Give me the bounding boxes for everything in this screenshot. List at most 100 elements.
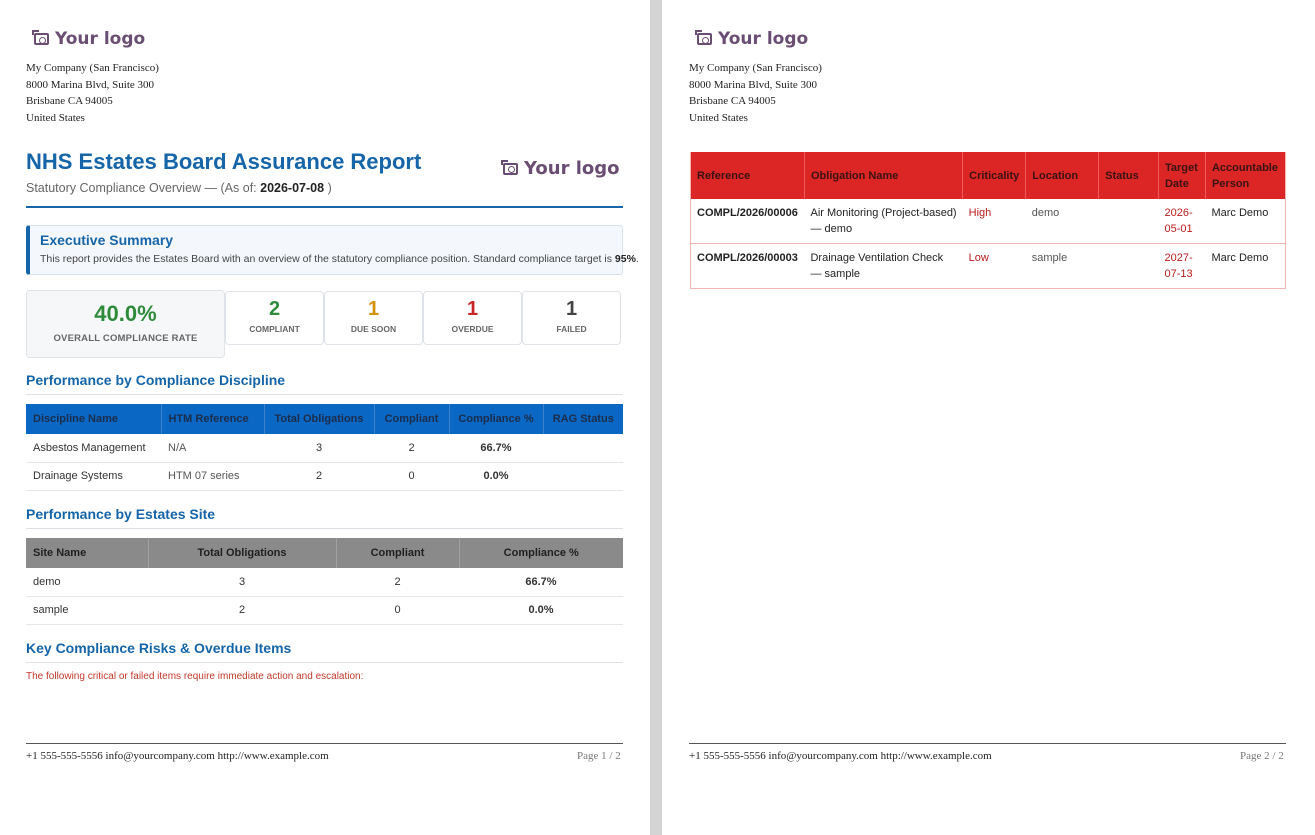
report-title: NHS Estates Board Assurance Report [26, 149, 422, 174]
company-address: My Company (San Francisco) 8000 Marina B… [689, 60, 822, 126]
cell-total: 2 [148, 596, 336, 625]
column-header: Compliance % [459, 538, 623, 568]
cell-site-name: demo [26, 568, 148, 597]
company-logo: Your logo [695, 29, 809, 49]
cell-status [1098, 243, 1159, 289]
column-header: Target Date [1158, 152, 1206, 199]
logo-text: Your logo [718, 29, 809, 49]
kpi-overdue: 1 OVERDUE [423, 291, 522, 345]
cell-discipline-name: Drainage Systems [26, 462, 161, 491]
section-divider [26, 528, 623, 529]
cell-compliant: 0 [336, 596, 459, 625]
kpi-label: COMPLIANT [249, 324, 300, 334]
cell-compliant: 2 [374, 434, 449, 463]
table-row: sample 2 0 0.0% [26, 596, 623, 625]
camera-icon [32, 30, 49, 45]
column-header: Discipline Name [26, 404, 162, 434]
cell-rag-status [543, 434, 623, 463]
company-address: My Company (San Francisco) 8000 Marina B… [26, 60, 159, 126]
compliance-target: 95% [614, 253, 636, 265]
report-page-1: Your logo My Company (San Francisco) 800… [0, 0, 650, 835]
cell-compliance-pct: 66.7% [449, 434, 543, 463]
site-table: Site Name Total Obligations Compliant Co… [26, 538, 623, 625]
kpi-label: OVERALL COMPLIANCE RATE [53, 333, 198, 344]
cell-compliance-pct: 0.0% [449, 462, 543, 491]
cell-location: demo [1025, 199, 1099, 244]
page-gutter [650, 0, 662, 835]
report-subtitle: Statutory Compliance Overview — (As of: … [26, 181, 332, 195]
column-header: Criticality [962, 152, 1027, 199]
column-header: Status [1098, 152, 1159, 199]
as-of-date: 2026-07-08 [260, 181, 325, 195]
kpi-value: 1 [565, 298, 578, 320]
camera-icon [501, 159, 518, 175]
table-header-row: Discipline Name HTM Reference Total Obli… [26, 404, 623, 434]
company-country: United States [689, 111, 748, 124]
cell-discipline-name: Asbestos Management [26, 434, 161, 463]
table-row: Drainage Systems HTM 07 series 2 0 0.0% [26, 462, 623, 491]
table-row: COMPL/2026/00003 Drainage Ventilation Ch… [690, 243, 1286, 289]
summary-end: . [635, 253, 639, 265]
kpi-value: 1 [367, 298, 380, 320]
column-header: Compliant [336, 538, 460, 568]
column-header: Location [1025, 152, 1100, 199]
table-header-row: Site Name Total Obligations Compliant Co… [26, 538, 623, 568]
company-city: Brisbane CA 94005 [689, 95, 776, 107]
cell-htm-reference: HTM 07 series [161, 462, 264, 491]
column-header: Obligation Name [804, 152, 964, 199]
cell-obligation-name: Drainage Ventilation Check — sample [804, 243, 963, 289]
kpi-overall-compliance: 40.0% OVERALL COMPLIANCE RATE [26, 290, 225, 358]
footer-contact: +1 555-555-5556 info@yourcompany.com htt… [26, 750, 329, 762]
cell-htm-reference: N/A [161, 434, 264, 463]
report-page-2: Your logo My Company (San Francisco) 800… [662, 0, 1315, 835]
kpi-value: 40.0% [94, 301, 157, 326]
cell-location: sample [1025, 243, 1099, 289]
subtitle-prefix: Statutory Compliance Overview — (As of: [26, 181, 257, 195]
company-country: United States [26, 111, 85, 124]
camera-icon [695, 30, 712, 45]
column-header: Total Obligations [148, 538, 337, 568]
header-logo: Your logo [501, 158, 620, 179]
cell-rag-status [543, 462, 623, 491]
kpi-compliant: 2 COMPLIANT [225, 291, 324, 345]
column-header: RAG Status [543, 404, 623, 434]
table-row: Asbestos Management N/A 3 2 66.7% [26, 434, 623, 463]
logo-text: Your logo [524, 158, 620, 179]
column-header: Compliant [374, 404, 450, 434]
cell-compliance-pct: 66.7% [459, 568, 623, 597]
column-header: Total Obligations [264, 404, 375, 434]
cell-compliance-pct: 0.0% [459, 596, 623, 625]
footer-divider [689, 743, 1286, 744]
cell-criticality: High [962, 199, 1026, 244]
column-header: Reference [690, 152, 805, 199]
section-divider [26, 662, 623, 663]
company-street: 8000 Marina Blvd, Suite 300 [689, 78, 818, 91]
title-divider [26, 206, 623, 208]
cell-total: 2 [264, 462, 374, 491]
cell-total: 3 [148, 568, 336, 597]
company-street: 8000 Marina Blvd, Suite 300 [26, 78, 155, 91]
risks-section-title: Key Compliance Risks & Overdue Items [26, 640, 292, 656]
risks-note: The following critical or failed items r… [26, 671, 364, 682]
table-header-row: Reference Obligation Name Criticality Lo… [690, 152, 1286, 199]
discipline-section-title: Performance by Compliance Discipline [26, 372, 286, 388]
cell-compliant: 2 [336, 568, 459, 597]
table-row: COMPL/2026/00006 Air Monitoring (Project… [690, 199, 1286, 244]
section-divider [26, 394, 623, 395]
cell-site-name: sample [26, 596, 148, 625]
company-city: Brisbane CA 94005 [26, 95, 113, 107]
column-header: Accountable Person [1205, 152, 1286, 199]
site-section-title: Performance by Estates Site [26, 506, 216, 522]
cell-reference: COMPL/2026/00003 [690, 243, 805, 289]
executive-summary-title: Executive Summary [40, 232, 174, 248]
company-name: My Company (San Francisco) [26, 62, 159, 74]
page-number: Page 1 / 2 [577, 750, 621, 762]
cell-total: 3 [264, 434, 374, 463]
company-logo: Your logo [32, 29, 146, 49]
kpi-label: DUE SOON [350, 324, 397, 334]
kpi-due-soon: 1 DUE SOON [324, 291, 423, 345]
executive-summary-text: This report provides the Estates Board w… [40, 253, 639, 265]
logo-text: Your logo [55, 29, 146, 49]
cell-accountable-person: Marc Demo [1205, 199, 1286, 244]
executive-summary: Executive Summary This report provides t… [26, 225, 639, 275]
